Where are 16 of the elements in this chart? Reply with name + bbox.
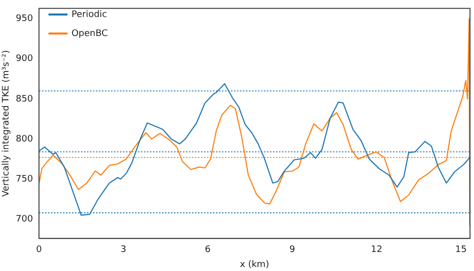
y-tick-label: 950	[16, 14, 34, 24]
y-tick-label: 900	[16, 54, 34, 64]
x-axis-title: x (km)	[240, 260, 270, 270]
legend-label: OpenBC	[71, 28, 108, 39]
x-tick-label: 12	[370, 245, 382, 256]
x-tick-label: 0	[36, 245, 42, 256]
x-tick-label: 9	[289, 245, 296, 256]
y-tick-label: 850	[16, 94, 34, 104]
x-tick-label: 3	[120, 245, 126, 256]
y-tick-label: 700	[16, 214, 34, 225]
legend-label: Periodic	[71, 10, 108, 20]
y-tick-label: 800	[16, 134, 34, 144]
y-axis-title: Vertically integrated TKE (m³s⁻²)	[2, 50, 12, 197]
x-tick-label: 15	[455, 245, 467, 256]
y-tick-label: 750	[16, 174, 34, 184]
x-tick-label: 6	[204, 245, 211, 256]
